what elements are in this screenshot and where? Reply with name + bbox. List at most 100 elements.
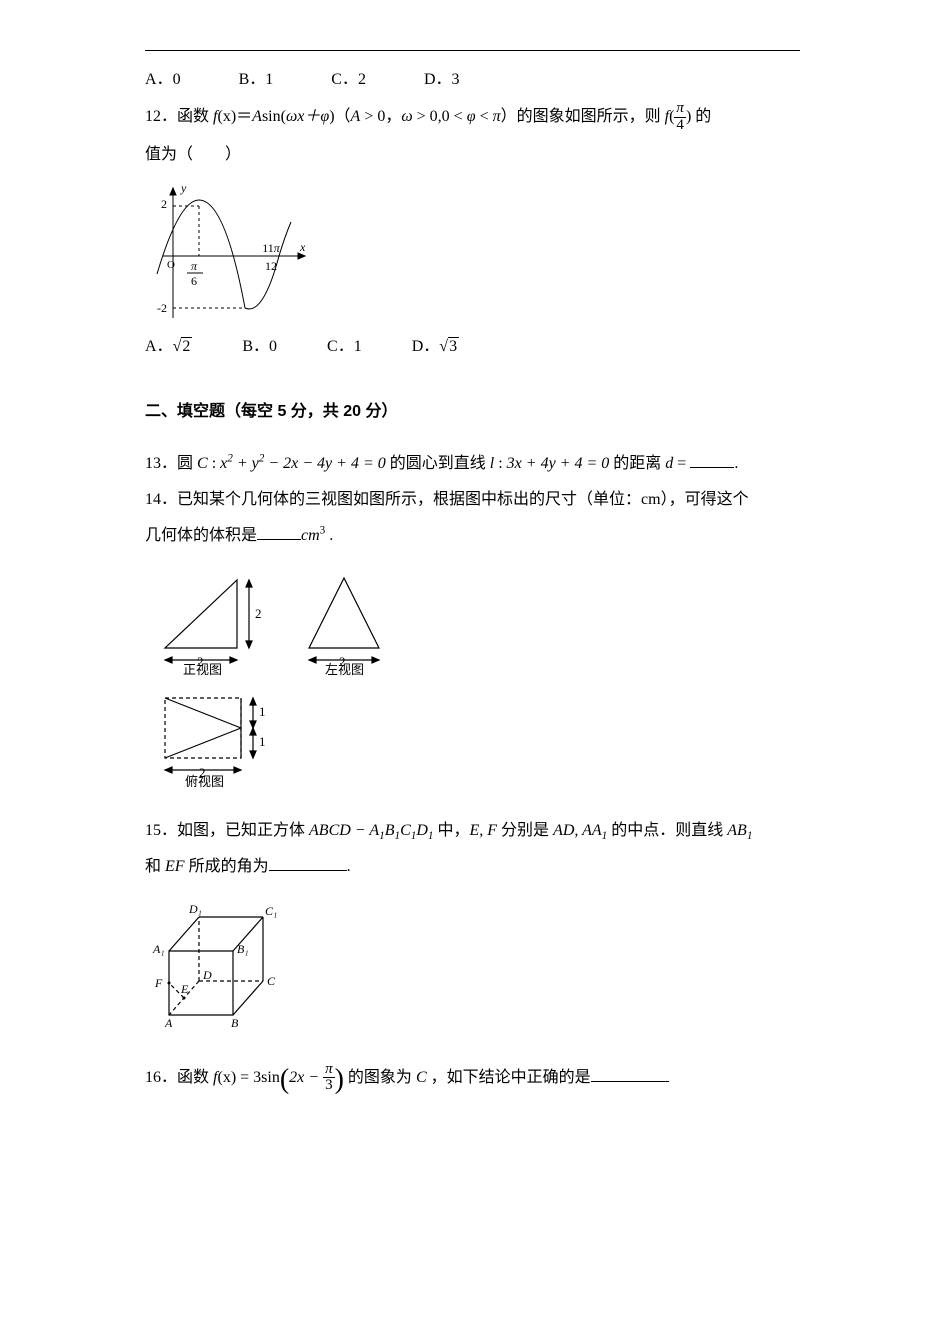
q12-xplus: x＋ [297, 108, 320, 125]
q12-graph-neg2: -2 [157, 301, 167, 315]
q12-graph-11pi-den: 12 [265, 259, 277, 273]
q14-side-view: 2 左视图 [289, 566, 399, 676]
q12-gt0: > 0， [360, 108, 401, 125]
q14-line2: 几何体的体积是cm3 . [145, 521, 800, 551]
q11-opt-c-val: 2 [358, 71, 366, 88]
q12-phi2: φ [467, 108, 476, 125]
q12-sin: sin( [262, 108, 286, 125]
q16-rparen-icon: ) [335, 1064, 344, 1095]
q15-lbl-A: A [164, 1016, 173, 1030]
q12-text-prefix: 函数 [177, 108, 213, 125]
q15-AB1: AB1 [727, 822, 752, 839]
q14-number: 14． [145, 491, 177, 508]
q13-colon: : [208, 455, 220, 472]
q15-mid: 中， [433, 822, 469, 839]
q15-mid2: 分别是 [497, 822, 553, 839]
q15-lbl-E: E [180, 982, 189, 996]
q15-lbl-B1: B₁ [237, 942, 249, 956]
q11-opt-a-val: 0 [173, 71, 181, 88]
q16-frac-den: 3 [323, 1078, 335, 1094]
q12-graph-11pi-num: 11π [262, 241, 281, 255]
q15-mid3: 的中点．则直线 [607, 822, 727, 839]
q16-C: C [416, 1069, 427, 1086]
q13-eq2: 3x + 4y + 4 = 0 [507, 455, 610, 472]
q12-eq: ＝ [236, 108, 252, 125]
q15-line2-pre: 和 [145, 858, 165, 875]
q12-Agt: A [351, 108, 361, 125]
q12-graph-pi6-den: 6 [191, 274, 197, 288]
q16-2x: 2x − [289, 1069, 323, 1086]
q14-top-label: 俯视图 [185, 774, 224, 789]
q12-opt-b-val: 0 [269, 338, 277, 355]
q12-line2-text: 值为（ ） [145, 146, 241, 163]
q11-opt-a: A．0 [145, 65, 181, 95]
q12-opt-b: B．0 [242, 332, 277, 362]
q14-period: . [325, 527, 333, 544]
q14-front-h: 2 [255, 606, 262, 621]
q15-EF: E, F [470, 822, 498, 839]
q14-top-h2: 1 [259, 734, 266, 749]
q12-omega: ω [286, 108, 297, 125]
page-top-rule [145, 50, 800, 51]
q14-top-view: 2 1 1 俯视图 [145, 680, 285, 790]
q15-line2-post: 所成的角为 [185, 858, 269, 875]
q12-line2: 值为（ ） [145, 140, 800, 170]
q12-graph-two: 2 [161, 197, 167, 211]
q13-equals: = [673, 455, 690, 472]
q12-opt-d: D．√3 [412, 332, 459, 362]
q11-opt-b-val: 1 [265, 71, 273, 88]
q12-opt-d-lbl: D． [412, 338, 440, 355]
q16-line: 16．函数 f(x) = 3sin(2x − π3) 的图象为 C ，如下结论中… [145, 1053, 800, 1106]
q11-opt-c: C．2 [331, 65, 366, 95]
q13-mid: 的圆心到直线 [386, 455, 490, 472]
q12-graph-x-label: x [299, 240, 306, 254]
q13-period: . [734, 455, 738, 472]
q14-views-row2: 2 1 1 俯视图 [145, 680, 800, 790]
q14-top-h1: 1 [259, 704, 266, 719]
q12-paren-open: （ [335, 108, 351, 125]
q14-front-view: 2 2 正视图 [145, 566, 265, 676]
q16-frac-num: π [323, 1062, 335, 1079]
q14-unit: cm [301, 527, 320, 544]
q15-lbl-C: C [267, 974, 276, 988]
q12-phi: φ [320, 108, 329, 125]
q12-frac-den: 4 [674, 118, 686, 134]
q13-post: 的距离 [609, 455, 665, 472]
q12-frac-num: π [674, 101, 686, 118]
q12-pi: π [493, 108, 501, 125]
q12-opt-b-lbl: B． [242, 338, 269, 355]
q16-number: 16． [145, 1069, 177, 1086]
q13-pre: 圆 [177, 455, 197, 472]
q13-eq1: x2 + y2 − 2x − 4y + 4 = 0 [220, 455, 386, 472]
q15-period: . [347, 858, 351, 875]
q15-line1: 15．如图，已知正方体 ABCD − A1B1C1D1 中，E, F 分别是 A… [145, 816, 800, 846]
q15-lbl-D1: D₁ [188, 902, 202, 916]
q15-ADAA1: AD, AA1 [553, 822, 607, 839]
q12-A: A [252, 108, 262, 125]
q12-omega2: ω [401, 108, 412, 125]
q14-line1-text: 已知某个几何体的三视图如图所示，根据图中标出的尺寸（单位：cm），可得这个 [177, 491, 749, 508]
q15-figure: A B C D A₁ B₁ C₁ D₁ F E [145, 891, 800, 1031]
q12-fx-arg: (x) [217, 108, 236, 125]
q16-mid: 的图象为 [344, 1069, 416, 1086]
q15-cube: ABCD − A1B1C1D1 [309, 822, 433, 839]
q12-opt-a-lbl: A． [145, 338, 173, 355]
q11-opt-b: B．1 [239, 65, 274, 95]
q12-opt-a: A．√2 [145, 332, 192, 362]
q12-graph: y x 2 -2 π 6 11π 12 O [145, 178, 800, 326]
q14-line1: 14．已知某个几何体的三视图如图所示，根据图中标出的尺寸（单位：cm），可得这个 [145, 485, 800, 515]
q15-EF2: EF [165, 858, 185, 875]
q12-between: > 0,0 < [413, 108, 467, 125]
q11-opt-d: D．3 [424, 65, 460, 95]
q14-blank [257, 523, 301, 540]
q14-line2-pre: 几何体的体积是 [145, 527, 257, 544]
q11-options: A．0 B．1 C．2 D．3 [145, 65, 800, 95]
q12-opt-c-val: 1 [354, 338, 362, 355]
q15-lbl-C1: C₁ [265, 904, 277, 918]
q12-graph-pi6-num: π [191, 259, 198, 273]
q12-graph-y-label: y [180, 181, 187, 195]
q15-lbl-A1: A₁ [152, 942, 165, 956]
q16-blank [591, 1065, 669, 1082]
q13-blank [690, 451, 734, 468]
q16-lparen-icon: ( [280, 1064, 289, 1095]
